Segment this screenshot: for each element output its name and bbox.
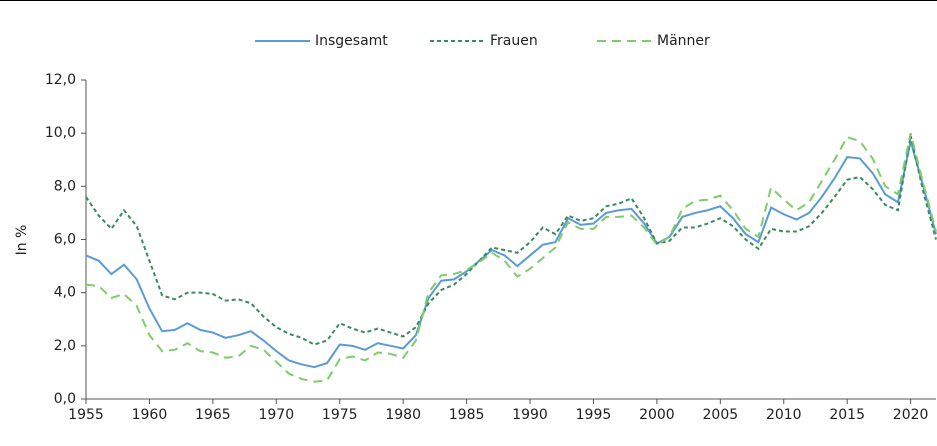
x-tick-label: 2000 — [639, 407, 675, 423]
x-tick-label: 1995 — [576, 407, 612, 423]
line-series — [85, 140, 937, 369]
y-tick-label: 4,0 — [54, 285, 76, 301]
x-tick-label: 1955 — [68, 407, 104, 423]
y-tick-label: 0,0 — [54, 391, 76, 407]
x-tick-label: 2010 — [766, 407, 802, 423]
y-tick-label: 8,0 — [54, 178, 76, 194]
x-tick-label: 2015 — [829, 407, 865, 423]
legend-label: Frauen — [490, 33, 538, 49]
x-tick-label: 1980 — [385, 407, 421, 423]
x-tick-label: 1990 — [512, 407, 548, 423]
y-tick-label: 12,0 — [45, 72, 76, 88]
x-tick-label: 1960 — [132, 407, 168, 423]
legend-label: Männer — [657, 33, 710, 49]
x-tick-label: 1975 — [322, 407, 358, 423]
x-tick-label: 1985 — [449, 407, 485, 423]
x-tick-label: 2005 — [703, 407, 739, 423]
line-series — [85, 135, 937, 346]
y-tick-label: 10,0 — [45, 125, 76, 141]
x-tick-label: 1970 — [258, 407, 294, 423]
y-tick-label: 2,0 — [54, 338, 76, 354]
line-series — [85, 132, 937, 383]
x-tick-label: 2020 — [893, 407, 929, 423]
y-tick-label: 6,0 — [54, 232, 76, 248]
x-tick-label: 1965 — [195, 407, 231, 423]
legend-label: Insgesamt — [315, 33, 388, 49]
y-axis-label: In % — [14, 225, 30, 256]
